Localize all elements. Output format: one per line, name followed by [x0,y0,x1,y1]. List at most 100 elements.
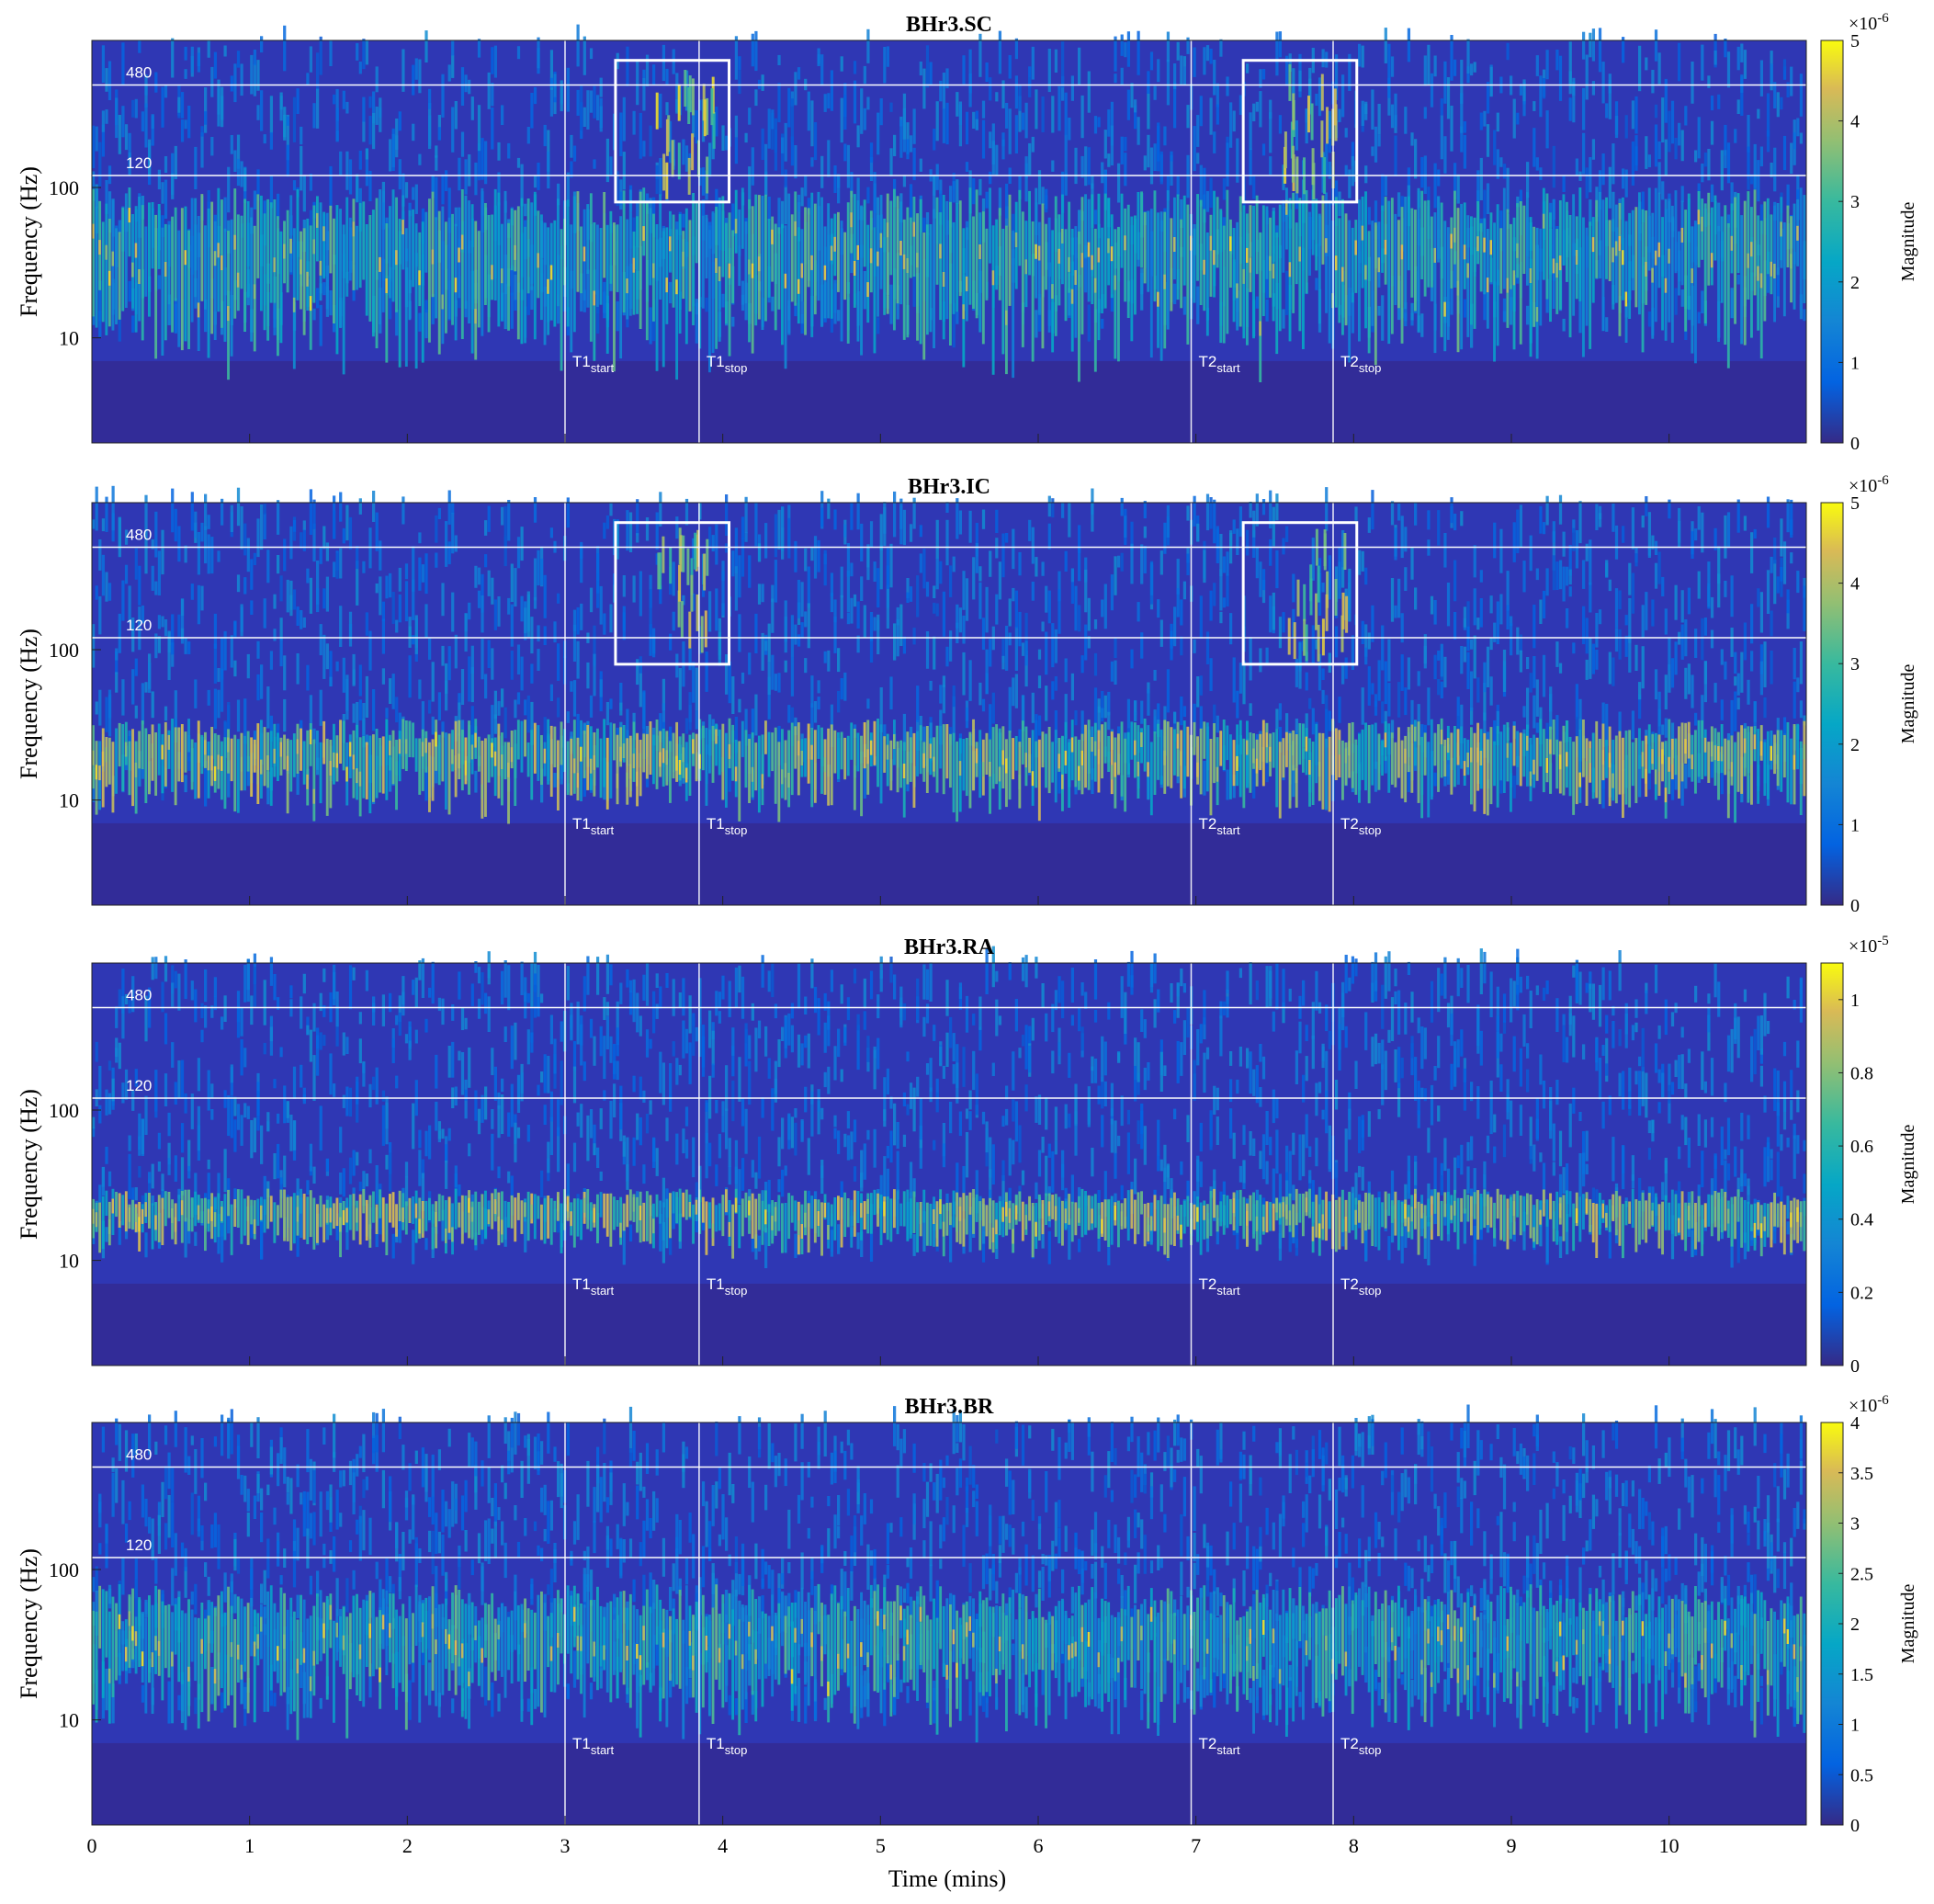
texture-streak [1568,215,1572,338]
texture-streak [1390,720,1395,739]
texture-streak [721,757,724,772]
texture-streak [1021,695,1025,731]
texture-streak [296,606,300,626]
texture-streak [221,668,224,712]
texture-streak [441,721,445,738]
texture-streak [1453,726,1456,788]
texture-streak [582,722,586,734]
texture-streak [138,606,141,651]
texture-streak [1443,221,1447,352]
texture-streak [339,720,342,764]
texture-streak [800,582,804,618]
texture-streak [339,151,343,176]
texture-streak [1734,742,1736,823]
texture-streak [570,681,573,692]
energy-burst [694,532,697,570]
texture-streak [1717,94,1721,109]
texture-streak [741,720,744,757]
texture-streak [804,175,808,197]
texture-streak [1578,501,1582,544]
texture-streak [190,739,194,790]
texture-streak [560,229,563,371]
texture-streak [823,757,827,773]
texture-streak [230,504,233,532]
texture-streak [177,230,181,347]
texture-streak [269,175,274,209]
texture-streak [1691,674,1694,708]
spectrogram-texture [92,24,1806,382]
texture-streak [975,542,978,573]
texture-streak [553,621,557,643]
texture-streak [1351,722,1354,788]
texture-streak [1394,213,1397,305]
texture-streak [925,45,930,88]
texture-streak [1338,218,1341,323]
texture-streak [830,572,834,597]
texture-streak [1180,696,1183,726]
texture-streak [1120,497,1124,516]
texture-streak [639,740,642,797]
texture-streak [253,284,256,300]
texture-streak [1545,50,1549,80]
texture-streak [1377,104,1381,135]
texture-streak [1595,720,1599,799]
texture-streak [1213,583,1216,606]
texture-streak [1470,639,1474,650]
texture-streak [516,537,521,569]
texture-streak [1558,560,1563,590]
texture-streak [1443,61,1447,104]
texture-streak [1773,734,1776,775]
texture-streak [1140,544,1144,584]
texture-streak [286,114,289,161]
texture-streak [256,194,260,278]
texture-streak [1796,118,1800,137]
texture-streak [1591,81,1596,96]
texture-streak [866,547,870,568]
texture-streak [402,496,405,525]
texture-streak [942,108,946,143]
texture-streak [1107,109,1111,137]
texture-streak [1645,210,1648,305]
texture-streak [174,690,177,727]
texture-streak [1078,47,1081,85]
texture-streak [669,633,673,651]
texture-streak [1601,750,1605,765]
texture-streak [92,188,95,317]
texture-streak [981,100,986,119]
texture-streak [1502,187,1506,289]
texture-streak [131,976,135,1013]
texture-streak [197,302,200,318]
texture-streak [1061,41,1065,88]
texture-streak [1054,730,1057,803]
texture-streak [1037,649,1042,660]
texture-streak [945,68,949,89]
texture-streak [481,595,484,633]
texture-streak [692,739,695,754]
texture-streak [1674,641,1678,675]
texture-streak [1068,742,1071,808]
texture-streak [754,613,758,653]
texture-streak [942,685,946,714]
texture-streak [919,198,922,345]
texture-streak [398,111,402,131]
texture-streak [1552,555,1555,591]
texture-streak [227,231,230,380]
texture-streak [804,738,807,777]
texture-streak [537,625,540,642]
texture-streak [1018,611,1022,647]
energy-burst [665,162,669,199]
texture-streak [348,217,352,281]
texture-streak [240,1007,243,1037]
texture-streak [1012,677,1015,707]
texture-streak [1624,169,1628,198]
texture-streak [269,131,274,150]
texture-streak [767,676,771,720]
texture-streak [1153,731,1157,795]
texture-streak [626,708,629,744]
texture-streak [289,740,293,792]
texture-streak [837,731,840,779]
texture-streak [843,737,847,780]
texture-streak [246,538,250,572]
texture-streak [1740,652,1744,693]
texture-streak [956,622,959,643]
